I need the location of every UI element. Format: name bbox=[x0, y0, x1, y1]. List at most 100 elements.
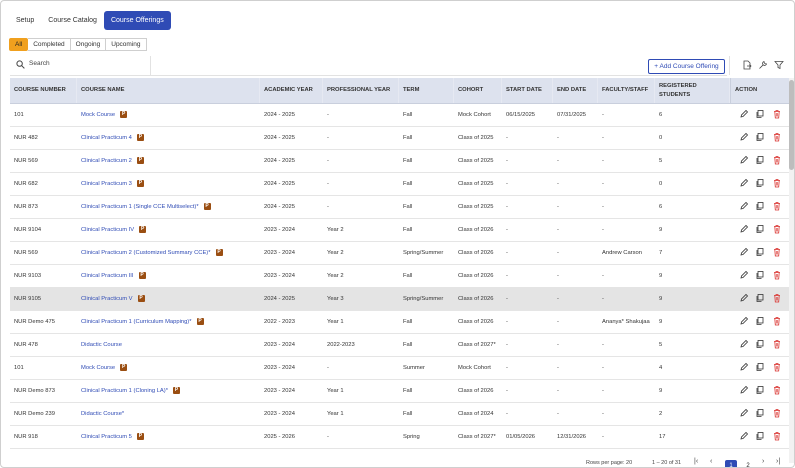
col-course-name[interactable]: COURSE NAME bbox=[77, 78, 260, 103]
copy-icon[interactable] bbox=[755, 247, 765, 257]
page-2-button[interactable]: 2 bbox=[746, 463, 750, 468]
cell-name[interactable]: Didactic Course bbox=[77, 333, 260, 356]
cell-name[interactable]: Clinical Practicum 1 (Cloning LA)* P bbox=[77, 379, 260, 402]
copy-icon[interactable] bbox=[755, 316, 765, 326]
copy-icon[interactable] bbox=[755, 201, 765, 211]
delete-icon[interactable] bbox=[772, 385, 782, 395]
copy-icon[interactable] bbox=[755, 224, 765, 234]
delete-icon[interactable] bbox=[772, 293, 782, 303]
table-row[interactable]: 101 Mock Course P 2023 - 2024 - Summer Mock Co… bbox=[10, 356, 790, 380]
edit-icon[interactable] bbox=[739, 385, 749, 395]
course-name-link[interactable]: Mock Course bbox=[81, 364, 116, 371]
course-name-link[interactable]: Clinical Practicum 5 bbox=[81, 433, 132, 440]
copy-icon[interactable] bbox=[755, 408, 765, 418]
delete-icon[interactable] bbox=[772, 339, 782, 349]
table-row[interactable]: NUR 873 Clinical Practicum 1 (Single CCE … bbox=[10, 195, 790, 219]
edit-icon[interactable] bbox=[739, 247, 749, 257]
course-name-link[interactable]: Clinical Practicum 4 bbox=[81, 134, 132, 141]
course-name-link[interactable]: Clinical Practicum 2 (Customized Summary… bbox=[81, 249, 211, 256]
tab-course-catalog[interactable]: Course Catalog bbox=[48, 17, 97, 24]
tab-course-offerings[interactable]: Course Offerings bbox=[103, 11, 171, 30]
copy-icon[interactable] bbox=[755, 385, 765, 395]
page-1-button[interactable]: 1 bbox=[725, 460, 737, 467]
edit-icon[interactable] bbox=[739, 132, 749, 142]
delete-icon[interactable] bbox=[772, 270, 782, 280]
col-registered-students[interactable]: REGISTERED STUDENTS bbox=[655, 78, 730, 103]
filter-upcoming[interactable]: Upcoming bbox=[106, 38, 147, 51]
table-row[interactable]: NUR 482 Clinical Practicum 4 P 2024 - 2025 -… bbox=[10, 126, 790, 150]
search-input[interactable]: Search bbox=[29, 60, 50, 67]
table-row[interactable]: NUR 9104 Clinical Practicum IV P 2023 - 202… bbox=[10, 218, 790, 242]
filter-ongoing[interactable]: Ongoing bbox=[70, 38, 107, 51]
delete-icon[interactable] bbox=[772, 316, 782, 326]
table-row[interactable]: NUR 682 Clinical Practicum 3 P 2024 - 2025 -… bbox=[10, 172, 790, 196]
edit-icon[interactable] bbox=[739, 224, 749, 234]
cell-name[interactable]: Didactic Course* bbox=[77, 402, 260, 425]
course-name-link[interactable]: Clinical Practicum 1 (Single CCE Multise… bbox=[81, 203, 199, 210]
rows-per-page[interactable]: Rows per page: 20 bbox=[586, 460, 633, 466]
col-faculty-staff[interactable]: FACULTY/STAFF bbox=[598, 78, 655, 103]
course-name-link[interactable]: Clinical Practicum 3 bbox=[81, 180, 132, 187]
edit-icon[interactable] bbox=[739, 408, 749, 418]
delete-icon[interactable] bbox=[772, 155, 782, 165]
course-name-link[interactable]: Clinical Practicum III bbox=[81, 272, 134, 279]
cell-name[interactable]: Clinical Practicum 2 (Customized Summary… bbox=[77, 241, 260, 264]
table-row[interactable]: NUR 9105 Clinical Practicum V P 2024 - 2025… bbox=[10, 287, 790, 311]
cell-name[interactable]: Clinical Practicum V P bbox=[77, 287, 260, 310]
col-cohort[interactable]: COHORT bbox=[454, 78, 502, 103]
course-name-link[interactable]: Clinical Practicum 2 bbox=[81, 157, 132, 164]
copy-icon[interactable] bbox=[755, 339, 765, 349]
copy-icon[interactable] bbox=[755, 132, 765, 142]
delete-icon[interactable] bbox=[772, 362, 782, 372]
course-name-link[interactable]: Clinical Practicum 1 (Curriculum Mapping… bbox=[81, 318, 192, 325]
table-row[interactable]: NUR 569 Clinical Practicum 2 P 2024 - 2025 -… bbox=[10, 149, 790, 173]
copy-icon[interactable] bbox=[755, 155, 765, 165]
edit-icon[interactable] bbox=[739, 293, 749, 303]
delete-icon[interactable] bbox=[772, 132, 782, 142]
course-name-link[interactable]: Clinical Practicum IV bbox=[81, 226, 135, 233]
col-professional-year[interactable]: PROFESSIONAL YEAR bbox=[323, 78, 399, 103]
cell-name[interactable]: Clinical Practicum 1 (Single CCE Multise… bbox=[77, 195, 260, 218]
table-row[interactable]: NUR 569 Clinical Practicum 2 (Customized … bbox=[10, 241, 790, 265]
course-name-link[interactable]: Mock Course bbox=[81, 111, 116, 118]
filter-completed[interactable]: Completed bbox=[28, 38, 71, 51]
cell-name[interactable]: Clinical Practicum 1 (Curriculum Mapping… bbox=[77, 310, 260, 333]
col-end-date[interactable]: END DATE bbox=[553, 78, 598, 103]
copy-icon[interactable] bbox=[755, 293, 765, 303]
edit-icon[interactable] bbox=[739, 316, 749, 326]
cell-name[interactable]: Mock Course P bbox=[77, 103, 260, 126]
next-page-icon[interactable]: › bbox=[762, 458, 765, 465]
scroll-thumb[interactable] bbox=[789, 80, 794, 170]
table-row[interactable]: NUR Demo 239 Didactic Course* 2023 - 2024 Y… bbox=[10, 402, 790, 426]
tab-setup[interactable]: Setup bbox=[16, 17, 35, 24]
table-row[interactable]: NUR 9103 Clinical Practicum III P 2023 - 20… bbox=[10, 264, 790, 288]
cell-name[interactable]: Clinical Practicum 4 P bbox=[77, 126, 260, 149]
copy-icon[interactable] bbox=[755, 362, 765, 372]
last-page-icon[interactable]: ›| bbox=[776, 458, 781, 465]
edit-icon[interactable] bbox=[739, 339, 749, 349]
copy-icon[interactable] bbox=[755, 109, 765, 119]
export-icon[interactable] bbox=[742, 60, 752, 70]
edit-icon[interactable] bbox=[739, 109, 749, 119]
course-name-link[interactable]: Clinical Practicum 1 (Cloning LA)* bbox=[81, 387, 168, 394]
delete-icon[interactable] bbox=[772, 224, 782, 234]
cell-name[interactable]: Clinical Practicum III P bbox=[77, 264, 260, 287]
cell-name[interactable]: Clinical Practicum IV P bbox=[77, 218, 260, 241]
table-row[interactable]: NUR Demo 475 Clinical Practicum 1 (Curric… bbox=[10, 310, 790, 334]
edit-icon[interactable] bbox=[739, 270, 749, 280]
table-row[interactable]: NUR 918 Clinical Practicum 5 P 2025 - 2026 -… bbox=[10, 425, 790, 449]
delete-icon[interactable] bbox=[772, 431, 782, 441]
edit-icon[interactable] bbox=[739, 178, 749, 188]
delete-icon[interactable] bbox=[772, 109, 782, 119]
table-row[interactable]: NUR Demo 873 Clinical Practicum 1 (Clonin… bbox=[10, 379, 790, 403]
table-row[interactable]: 101 Mock Course P 2024 - 2025 - Fall Mock Coho… bbox=[10, 103, 790, 127]
col-course-number[interactable]: COURSE NUMBER bbox=[10, 78, 77, 103]
filter-icon[interactable] bbox=[774, 60, 784, 70]
edit-icon[interactable] bbox=[739, 155, 749, 165]
course-name-link[interactable]: Didactic Course bbox=[81, 341, 122, 348]
table-row[interactable]: NUR 478 Didactic Course 2023 - 2024 2022-20… bbox=[10, 333, 790, 357]
edit-icon[interactable] bbox=[739, 431, 749, 441]
col-start-date[interactable]: START DATE bbox=[502, 78, 553, 103]
add-course-offering-button[interactable]: + Add Course Offering bbox=[648, 59, 725, 74]
wrench-icon[interactable] bbox=[758, 60, 768, 70]
